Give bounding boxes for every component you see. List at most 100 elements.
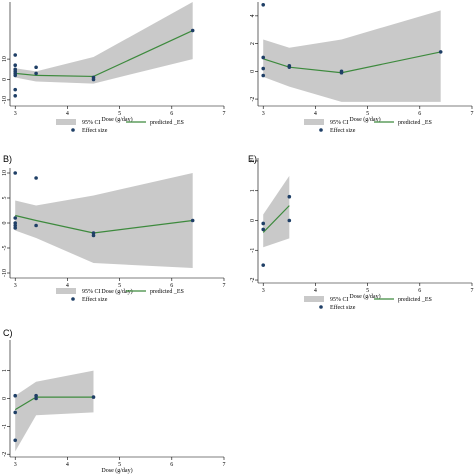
effect-size-point (91, 233, 96, 238)
x-axis-label: Dose (g/day) (101, 288, 132, 295)
effect-size-point (34, 65, 38, 70)
effect-size-point (261, 227, 266, 232)
chart-panel-3: 3 4 5 6 7 -10 -5 0 5 10 Dose (g/day) B) 95% CI predic… (2, 154, 226, 303)
effect-size-point (34, 71, 38, 76)
legend-ci-swatch (304, 296, 324, 302)
effect-size-point (13, 221, 18, 225)
effect-size-point (287, 218, 292, 223)
effect-size-point (261, 66, 266, 71)
x-tick-label: 6 (418, 288, 421, 294)
effect-size-point (13, 393, 18, 398)
legend-pred-label: predicted _ES (398, 297, 432, 303)
effect-size-point (13, 94, 18, 98)
effect-size-point (190, 218, 195, 223)
effect-size-point (287, 194, 292, 199)
legend: 95% CI predicted _ES Effect size (304, 119, 432, 134)
effect-size-point (261, 55, 266, 60)
legend-ci-label: 95% CI (330, 120, 349, 126)
effect-size-point (13, 226, 18, 230)
legend-ci-label: 95% CI (82, 289, 101, 295)
x-tick-label: 4 (66, 283, 69, 289)
panel-label: C) (3, 328, 13, 338)
ci-band (15, 2, 193, 84)
x-tick-label: 6 (170, 111, 173, 117)
y-tick-label: 1 (250, 189, 256, 192)
effect-size-point (190, 28, 195, 33)
effect-size-point (13, 53, 18, 57)
y-tick-label: -1 (250, 248, 256, 253)
x-tick-label: 3 (262, 111, 265, 117)
legend-eff-label: Effect size (330, 304, 356, 311)
y-tick-label: -10 (2, 269, 8, 277)
legend: 95% CI predicted _ES Effect size (304, 296, 432, 311)
y-tick-label: -5 (2, 246, 8, 251)
predicted-line (262, 205, 290, 233)
x-tick-label: 3 (14, 283, 17, 289)
x-tick-label: 5 (118, 283, 121, 289)
legend-point-swatch (319, 128, 323, 132)
x-tick-label: 7 (471, 288, 474, 294)
y-tick-label: 10 (2, 170, 8, 176)
panel-label: B) (3, 154, 12, 164)
effect-size-point (261, 263, 266, 267)
legend-ci-swatch (56, 288, 76, 294)
x-tick-label: 3 (14, 462, 17, 468)
legend: 95% CI predicted _ES Effect size (56, 288, 184, 303)
legend-point-swatch (319, 305, 323, 309)
x-tick-label: 5 (118, 462, 121, 468)
y-tick-label: 0 (2, 397, 8, 400)
x-tick-label: 4 (66, 111, 69, 117)
x-axis-label: Dose (g/day) (101, 116, 132, 123)
chart-panel-4: 3 4 5 6 7 -2 -1 0 1 2 Dose (g/day) E) 95% CI predicte… (248, 154, 474, 311)
y-tick-label: -2 (250, 97, 256, 102)
y-tick-label: -1 (2, 424, 8, 429)
x-tick-label: 6 (418, 111, 421, 117)
x-tick-label: 3 (14, 111, 17, 117)
chart-panel-2: 3 4 5 6 7 -2 0 2 4 Dose (g/day)95% CI predicted _E… (250, 2, 474, 134)
y-tick-label: 1 (2, 369, 8, 372)
x-axis-label: Dose (g/day) (349, 293, 380, 300)
legend-eff-label: Effect size (330, 127, 356, 134)
legend-ci-label: 95% CI (82, 120, 101, 126)
effect-size-point (91, 77, 96, 82)
chart-panel-1: 3 4 5 6 7 -10 0 10 Dose (g/day)95% CI predicted _… (2, 2, 226, 134)
y-tick-label: -2 (2, 452, 8, 457)
legend-pred-label: predicted _ES (150, 120, 184, 126)
ci-band (15, 173, 193, 268)
legend-pred-label: predicted _ES (150, 289, 184, 295)
x-tick-label: 5 (366, 111, 369, 117)
legend-eff-label: Effect size (82, 127, 108, 134)
x-axis-label: Dose (g/day) (349, 116, 380, 123)
predicted-line (15, 214, 193, 234)
legend-ci-swatch (304, 119, 324, 125)
legend-ci-label: 95% CI (330, 297, 349, 303)
y-tick-label: 0 (250, 219, 256, 222)
ci-band (263, 175, 290, 248)
legend: 95% CI predicted _ES Effect size (56, 119, 184, 134)
effect-size-point (34, 223, 38, 228)
predicted-line (15, 30, 193, 78)
effect-size-point (13, 410, 18, 415)
effect-size-point (34, 393, 38, 398)
x-tick-label: 7 (471, 111, 474, 117)
x-axis-label: Dose (g/day) (101, 467, 132, 474)
legend-ci-swatch (56, 119, 76, 125)
y-tick-label: 2 (250, 42, 256, 45)
effect-size-point (91, 395, 96, 399)
y-tick-label: 2 (250, 159, 256, 162)
effect-size-point (339, 70, 344, 75)
legend-point-swatch (71, 128, 75, 132)
effect-size-point (287, 65, 292, 69)
legend-eff-label: Effect size (82, 296, 108, 303)
effect-size-point (13, 438, 18, 443)
effect-size-point (13, 87, 18, 92)
effect-size-point (438, 50, 443, 54)
x-tick-label: 6 (170, 283, 173, 289)
y-tick-label: 0 (2, 222, 8, 225)
legend-point-swatch (71, 297, 75, 301)
effect-size-point (34, 396, 38, 401)
effect-size-point (13, 223, 18, 228)
ci-band (15, 370, 94, 452)
x-tick-label: 6 (170, 462, 173, 468)
y-tick-label: 0 (250, 70, 256, 73)
